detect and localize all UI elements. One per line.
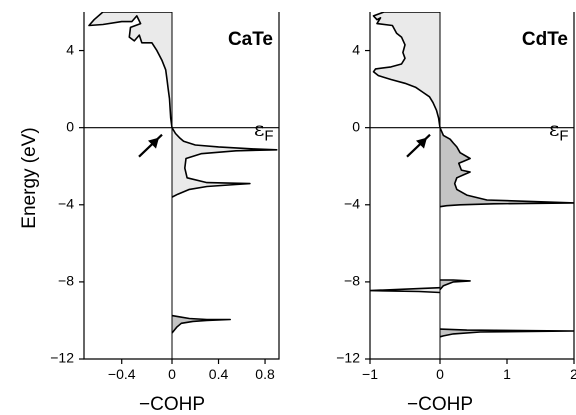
cohp-curve-2	[439, 279, 471, 291]
cohp-curve-0	[88, 12, 278, 198]
plot-area	[88, 12, 278, 334]
panel-cdte: −12 −8 −4 0 4 −1 0 1 2 −COHP CdTe εF	[336, 12, 576, 415]
cohp-curve-4	[439, 328, 574, 338]
cohp-fill-2	[440, 279, 471, 290]
y-tick-label: 4	[66, 41, 74, 57]
arrow-head	[148, 137, 159, 149]
x-tick-label: 0	[436, 366, 444, 382]
cohp-curve-1	[439, 127, 574, 208]
y-tick-label: −4	[58, 195, 74, 211]
y-tick-label: −12	[50, 350, 74, 366]
y-tick-label: 0	[352, 118, 360, 134]
x-tick-label: 0.8	[255, 366, 275, 382]
cohp-fill-1	[440, 127, 574, 207]
panel-catE: −12 −8 −4 0 4 −0.4 0 0.4 0.8 −COHP CaTe εF	[50, 12, 280, 415]
y-tick-label: −8	[344, 273, 360, 289]
y-tick-label: −8	[58, 273, 74, 289]
x-tick-label: −0.4	[108, 366, 136, 382]
y-tick-label: 4	[352, 41, 360, 57]
y-tick-label: −12	[336, 350, 360, 366]
axes-frame	[83, 12, 280, 360]
x-axis-label: −COHP	[139, 394, 205, 415]
y-tick-label: −4	[344, 195, 360, 211]
x-tick-label: 2	[570, 366, 576, 382]
y-axis-label: Energy (eV)	[19, 127, 40, 228]
cohp-fill-0	[373, 12, 440, 128]
fermi-level-label: εF	[549, 117, 569, 145]
arrow-head	[416, 137, 427, 149]
panel-title: CdTe	[522, 29, 568, 50]
axes-frame	[369, 12, 575, 360]
y-tick-label: 0	[66, 118, 74, 134]
plot-area	[370, 12, 574, 338]
x-tick-label: 0	[168, 366, 176, 382]
x-tick-label: 1	[503, 366, 511, 382]
x-tick-label: −1	[362, 366, 378, 382]
cohp-curve-3	[370, 286, 441, 294]
x-tick-label: 0.4	[209, 366, 229, 382]
panel-title: CaTe	[228, 29, 273, 50]
cohp-curve-0	[372, 12, 441, 128]
x-axis-label: −COHP	[407, 394, 473, 415]
fermi-level-label: εF	[254, 117, 274, 145]
cohp-curve-1	[171, 314, 231, 334]
